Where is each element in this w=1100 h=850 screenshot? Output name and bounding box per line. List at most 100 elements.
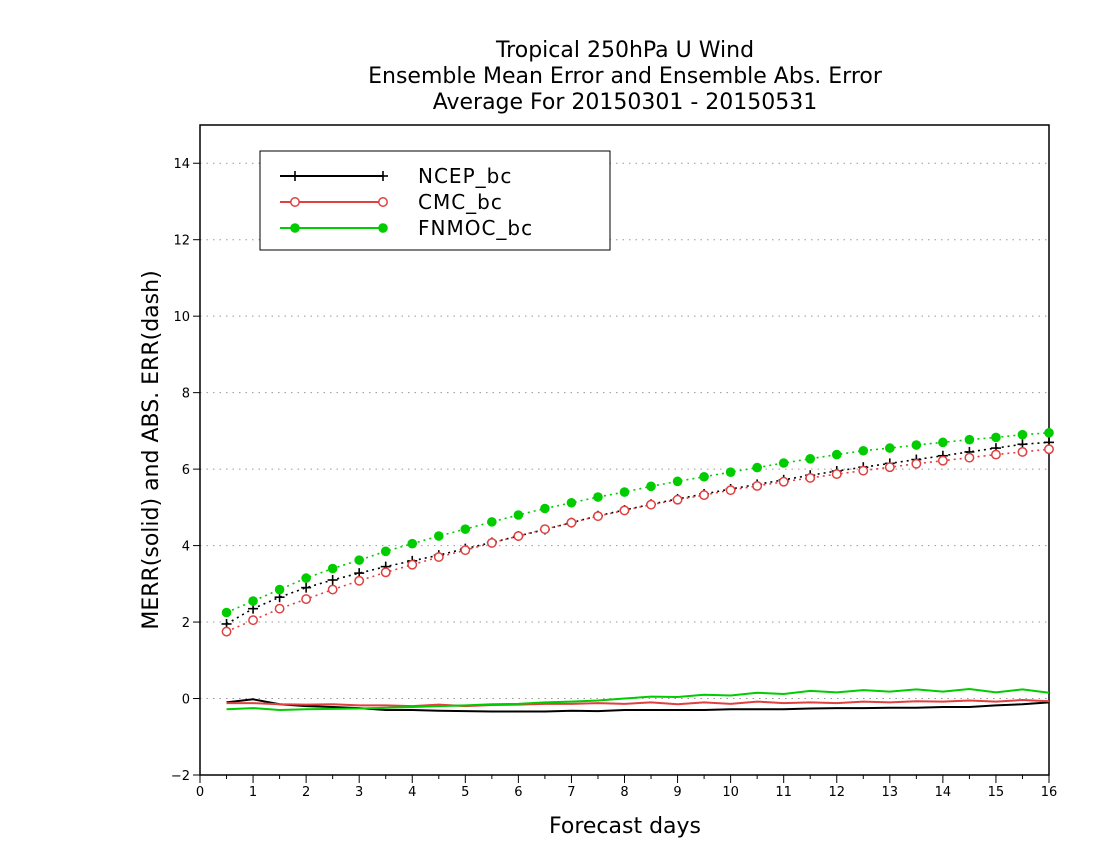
legend-item-ncep-bc: NCEP_bc xyxy=(280,164,512,188)
x-tick-label: 12 xyxy=(828,785,845,800)
data-point xyxy=(858,465,869,476)
series-cmc-bc-abs-error-line xyxy=(226,448,1050,633)
legend-marker xyxy=(290,171,300,181)
data-point xyxy=(566,497,577,508)
series-ncep-bc xyxy=(221,437,1054,713)
data-point xyxy=(248,596,258,606)
data-point xyxy=(672,494,683,505)
data-point xyxy=(407,538,418,549)
legend-marker xyxy=(378,223,388,233)
data-point xyxy=(725,467,736,477)
x-axis: 0 1 2 3 4 5 6 7 8 9 10 11 12 13 14 15 16 xyxy=(196,775,1057,800)
data-point xyxy=(354,575,365,586)
x-axis-label: Forecast days xyxy=(549,814,701,839)
legend-label: CMC_bc xyxy=(418,190,503,214)
y-tick-label: 6 xyxy=(182,463,190,478)
data-point xyxy=(301,573,311,583)
data-point xyxy=(699,471,709,482)
data-point xyxy=(990,449,1001,460)
x-tick-label: 9 xyxy=(673,785,681,800)
series-layer xyxy=(221,427,1054,713)
data-point xyxy=(831,469,842,480)
data-point xyxy=(1044,444,1054,455)
data-point xyxy=(221,626,232,637)
x-tick-label: 4 xyxy=(408,785,416,800)
y-tick-label: 4 xyxy=(182,540,190,555)
data-point xyxy=(778,476,789,487)
data-point xyxy=(778,458,789,468)
data-point xyxy=(301,582,312,593)
x-tick-label: 7 xyxy=(567,785,575,800)
x-tick-label: 3 xyxy=(355,785,363,800)
data-point xyxy=(539,524,550,535)
data-point xyxy=(911,440,922,450)
data-point xyxy=(221,607,232,618)
legend-label: NCEP_bc xyxy=(418,164,512,188)
y-tick-label: 10 xyxy=(173,310,190,325)
legend-box xyxy=(259,150,611,251)
data-point xyxy=(327,563,338,574)
data-point xyxy=(274,603,285,614)
y-tick-label: 2 xyxy=(182,616,190,631)
data-point xyxy=(327,584,338,595)
data-point xyxy=(1017,429,1028,440)
data-point xyxy=(831,449,842,460)
x-tick-label: 0 xyxy=(196,785,204,800)
data-point xyxy=(752,480,763,491)
legend-item-fnmoc-bc: FNMOC_bc xyxy=(280,216,533,240)
series-fnmoc-bc xyxy=(221,427,1054,712)
data-point xyxy=(699,490,710,501)
legend-marker xyxy=(290,197,300,207)
legend-marker xyxy=(378,197,388,207)
data-point xyxy=(380,567,391,578)
data-point xyxy=(566,517,577,528)
x-tick-label: 6 xyxy=(514,785,522,800)
data-point xyxy=(540,503,550,514)
data-point xyxy=(487,517,497,527)
y-tick-label: −2 xyxy=(171,769,190,784)
legend-marker xyxy=(290,223,300,233)
data-point xyxy=(991,432,1001,443)
x-tick-label: 5 xyxy=(461,785,469,800)
y-tick-label: 14 xyxy=(173,157,190,172)
data-point xyxy=(619,487,630,497)
x-tick-label: 1 xyxy=(249,785,257,800)
data-point xyxy=(1044,427,1054,438)
title-line-3: Average For 20150301 - 20150531 xyxy=(433,90,818,115)
data-point xyxy=(725,485,736,496)
data-point xyxy=(248,615,259,626)
x-tick-label: 8 xyxy=(620,785,628,800)
data-point xyxy=(937,455,948,466)
data-point xyxy=(486,537,497,548)
data-point xyxy=(460,545,471,556)
x-tick-label: 10 xyxy=(722,785,739,800)
data-point xyxy=(513,531,524,541)
series-fnmoc-bc-mean-error-line xyxy=(226,687,1050,712)
data-point xyxy=(407,559,418,570)
data-point xyxy=(274,584,285,595)
x-tick-label: 15 xyxy=(988,785,1005,800)
y-tick-label: 0 xyxy=(182,693,190,708)
data-point xyxy=(938,437,948,448)
data-point xyxy=(805,453,816,464)
data-point xyxy=(460,524,471,534)
title-line-1: Tropical 250hPa U Wind xyxy=(495,38,754,63)
x-tick-label: 13 xyxy=(882,785,899,800)
chart-title: Tropical 250hPa U Wind Ensemble Mean Err… xyxy=(368,38,883,115)
data-point xyxy=(327,575,338,585)
legend-marker xyxy=(378,171,388,181)
data-point xyxy=(593,492,603,502)
y-tick-label: 8 xyxy=(182,387,190,402)
series-cmc-bc-mean-error-line xyxy=(226,699,1050,708)
data-point xyxy=(752,462,762,473)
x-tick-label: 14 xyxy=(935,785,952,800)
data-point xyxy=(858,445,869,456)
title-line-2: Ensemble Mean Error and Ensemble Abs. Er… xyxy=(368,64,883,89)
data-point xyxy=(380,546,391,557)
data-point xyxy=(433,552,444,563)
data-point xyxy=(884,462,895,473)
data-point xyxy=(619,505,630,516)
legend-label: FNMOC_bc xyxy=(418,216,533,240)
